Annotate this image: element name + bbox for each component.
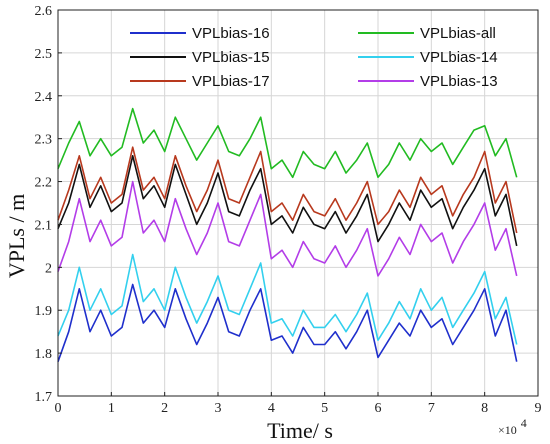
x-multiplier-exponent: 4 <box>521 416 527 430</box>
y-tick-label: 2.3 <box>35 133 53 148</box>
x-tick-label: 3 <box>215 401 222 416</box>
y-tick-label: 2.6 <box>35 4 53 19</box>
y-tick-label: 2.4 <box>35 90 53 105</box>
y-tick-label: 1.7 <box>35 390 53 405</box>
series-line-vplbias-13 <box>57 180 518 277</box>
series-line-vplbias-14 <box>57 253 518 345</box>
y-tick-label: 2.2 <box>35 176 53 191</box>
series-line-vplbias-15 <box>57 155 518 247</box>
y-tick-label: 2 <box>45 261 52 276</box>
x-tick-label: 4 <box>268 401 275 416</box>
x-tick-label: 5 <box>321 401 328 416</box>
legend-label: VPLbias-14 <box>420 49 498 66</box>
y-tick-label: 2.1 <box>35 218 53 233</box>
series-line-vplbias-16 <box>57 283 518 362</box>
x-tick-label: 2 <box>161 401 168 416</box>
x-tick-label: 8 <box>481 401 488 416</box>
legend-label: VPLbias-all <box>420 25 496 42</box>
x-tick-label: 7 <box>428 401 435 416</box>
series-group <box>57 107 518 362</box>
legend-label: VPLbias-17 <box>192 73 270 90</box>
x-multiplier-base: ×10 <box>498 423 517 437</box>
x-axis-label: Time/ s <box>267 418 333 443</box>
x-tick-label: 1 <box>108 401 115 416</box>
x-tick-label: 9 <box>535 401 542 416</box>
x-multiplier: ×10 4 <box>498 416 527 438</box>
plot-frame <box>57 9 539 397</box>
legend: VPLbias-16 VPLbias-15 VPLbias-17 VPLbias-al… <box>130 25 498 90</box>
y-tick-label: 2.5 <box>35 47 53 62</box>
y-tick-label: 1.9 <box>35 304 53 319</box>
series-line-vplbias-all <box>57 107 518 179</box>
x-tick-label: 6 <box>375 401 382 416</box>
tick-labels: 0 1 2 3 4 5 6 7 8 9 1.7 1.8 1.9 2 2.1 2.2 2.3 2.4 2.5 2.6 <box>35 4 542 416</box>
y-tick-label: 1.8 <box>35 347 53 362</box>
series-line-vplbias-17 <box>57 146 518 234</box>
legend-label: VPLbias-13 <box>420 73 498 90</box>
legend-label: VPLbias-16 <box>192 25 270 42</box>
y-axis-label: VPLs / m <box>4 194 29 278</box>
legend-label: VPLbias-15 <box>192 49 270 66</box>
x-tick-label: 0 <box>55 401 62 416</box>
